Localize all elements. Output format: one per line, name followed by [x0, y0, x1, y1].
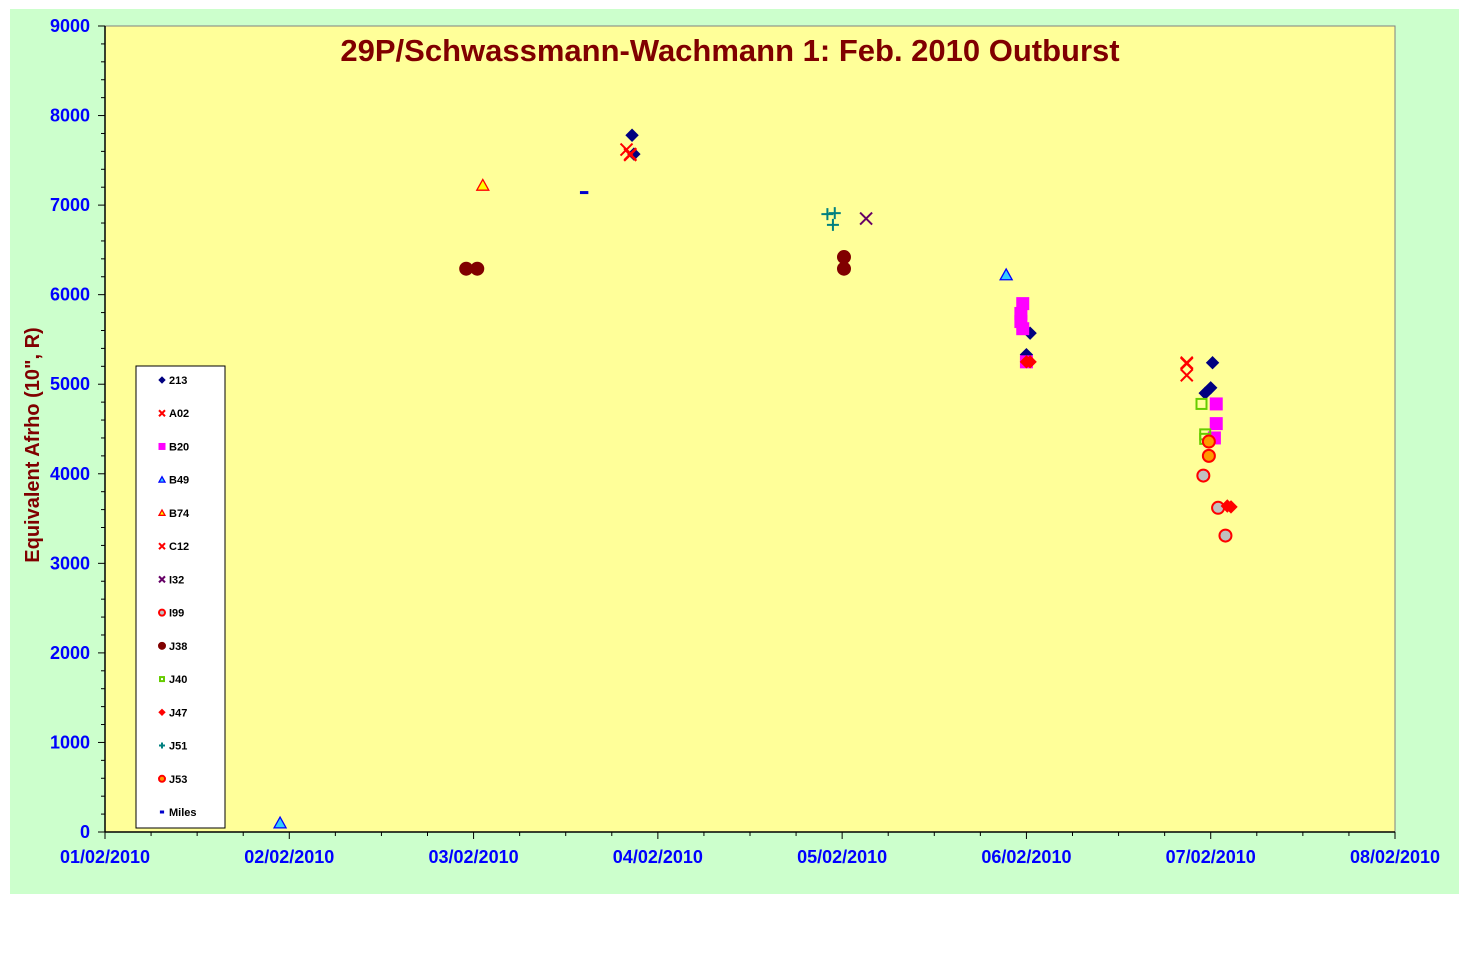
legend-item-c12: C12 — [158, 541, 189, 553]
legend-label: I99 — [169, 608, 184, 620]
data-point-i99 — [1196, 468, 1211, 483]
data-point-c12 — [623, 148, 637, 162]
x-tick-label: 06/02/2010 — [981, 847, 1071, 867]
legend-marker-213 — [158, 376, 166, 384]
legend-marker-c12 — [158, 542, 166, 550]
legend-marker-j51 — [159, 742, 165, 749]
legend-marker-j47 — [158, 708, 166, 717]
x-tick-label: 01/02/2010 — [60, 847, 150, 867]
y-tick-label: 3000 — [50, 553, 90, 573]
x-tick-label: 02/02/2010 — [244, 847, 334, 867]
x-tick-label: 05/02/2010 — [797, 847, 887, 867]
legend-marker-b49 — [157, 475, 167, 483]
y-tick-label: 4000 — [50, 464, 90, 484]
y-tick-label: 8000 — [50, 106, 90, 126]
legend-label: J53 — [169, 774, 187, 786]
legend-label: B20 — [169, 441, 189, 453]
legend-item-i99: I99 — [158, 608, 184, 620]
data-point-b49 — [999, 267, 1014, 281]
data-point-i99 — [1211, 500, 1226, 515]
data-point-b74 — [475, 178, 490, 191]
legend: 213 A02 B20 B49 B74 C12 I32 I99 J38 J40 J47 J51 J53 M… — [135, 365, 226, 829]
data-point-i32 — [859, 211, 873, 226]
y-tick-label: 7000 — [50, 195, 90, 215]
data-point-b49 — [272, 815, 288, 829]
legend-label: J51 — [169, 741, 187, 753]
legend-item-b74: B74 — [157, 508, 190, 520]
data-point-j53 — [1201, 448, 1216, 463]
data-point-c12 — [1180, 356, 1194, 370]
axes: 0 1000 2000 3000 4000 5000 6000 7000 8000 9000 01/… — [50, 16, 1440, 867]
legend-label: J38 — [169, 641, 187, 653]
legend-item-j47: J47 — [158, 707, 187, 719]
x-tick-label: 07/02/2010 — [1166, 847, 1256, 867]
data-point-j47 — [1023, 355, 1037, 369]
legend-item-j38: J38 — [158, 641, 187, 653]
legend-marker-j53 — [158, 774, 166, 783]
legend-marker-j40 — [159, 676, 165, 683]
y-tick-label: 0 — [80, 822, 90, 842]
data-point-213 — [1204, 381, 1218, 395]
legend-marker-b20 — [158, 442, 166, 450]
legend-box — [135, 365, 226, 829]
y-tick-label: 5000 — [50, 374, 90, 394]
y-tick-label: 6000 — [50, 285, 90, 305]
data-point-j38 — [836, 261, 851, 276]
data-point-b20 — [1016, 322, 1030, 336]
legend-item-j53: J53 — [158, 774, 187, 786]
legend-item-a02: A02 — [158, 408, 189, 420]
legend-marker-j38 — [158, 641, 166, 650]
legend-item-b20: B20 — [158, 441, 189, 453]
legend-marker-i99 — [158, 608, 166, 617]
plot-area — [104, 25, 1396, 833]
legend-label: A02 — [169, 408, 189, 420]
legend-item-miles: Miles — [159, 807, 197, 819]
legend-marker-a02 — [158, 409, 166, 417]
chart-area: 29P/Schwassmann-Wachmann 1: Feb. 2010 Ou… — [10, 9, 1459, 894]
x-tick-label: 08/02/2010 — [1350, 847, 1440, 867]
legend-label: I32 — [169, 574, 184, 586]
x-tick-label: 04/02/2010 — [613, 847, 703, 867]
data-point-b20 — [1209, 397, 1223, 411]
legend-marker-i32 — [158, 575, 166, 584]
y-tick-label: 2000 — [50, 643, 90, 663]
legend-label: J47 — [169, 707, 187, 719]
data-point-j51 — [828, 207, 841, 220]
y-axis-label: Equivalent Afrho (10", R) — [22, 327, 44, 562]
data-point-i99 — [1218, 528, 1233, 543]
legend-label: B49 — [169, 475, 189, 487]
legend-label: J40 — [169, 674, 187, 686]
legend-label: B74 — [169, 508, 190, 520]
data-point-213 — [625, 128, 639, 142]
legend-label: 213 — [169, 375, 187, 387]
legend-marker-miles — [159, 810, 165, 814]
afrho-scatter-chart: 29P/Schwassmann-Wachmann 1: Feb. 2010 Ou… — [22, 16, 1440, 867]
legend-marker-b74 — [157, 508, 167, 516]
y-tick-label: 9000 — [50, 16, 90, 36]
data-point-213 — [1205, 356, 1220, 370]
data-point-miles — [579, 191, 589, 195]
legend-item-j40: J40 — [159, 674, 187, 686]
legend-item-b49: B49 — [157, 475, 189, 487]
data-point-j51 — [826, 218, 839, 231]
y-tick-label: 1000 — [50, 732, 90, 752]
data-point-j40 — [1195, 397, 1208, 410]
data-point-a02 — [1180, 368, 1194, 382]
data-point-j38 — [836, 250, 851, 265]
data-point-j53 — [1201, 434, 1216, 449]
legend-label: Miles — [169, 807, 197, 819]
data-points — [272, 128, 1238, 829]
data-point-j38 — [470, 261, 485, 276]
x-tick-label: 03/02/2010 — [429, 847, 519, 867]
legend-item-j51: J51 — [159, 741, 187, 753]
legend-item-i32: I32 — [158, 574, 184, 586]
legend-item-213: 213 — [158, 375, 187, 387]
data-point-b20 — [1209, 417, 1223, 431]
chart-title: 29P/Schwassmann-Wachmann 1: Feb. 2010 Ou… — [340, 33, 1119, 68]
data-point-j47 — [1224, 500, 1238, 514]
legend-label: C12 — [169, 541, 189, 553]
